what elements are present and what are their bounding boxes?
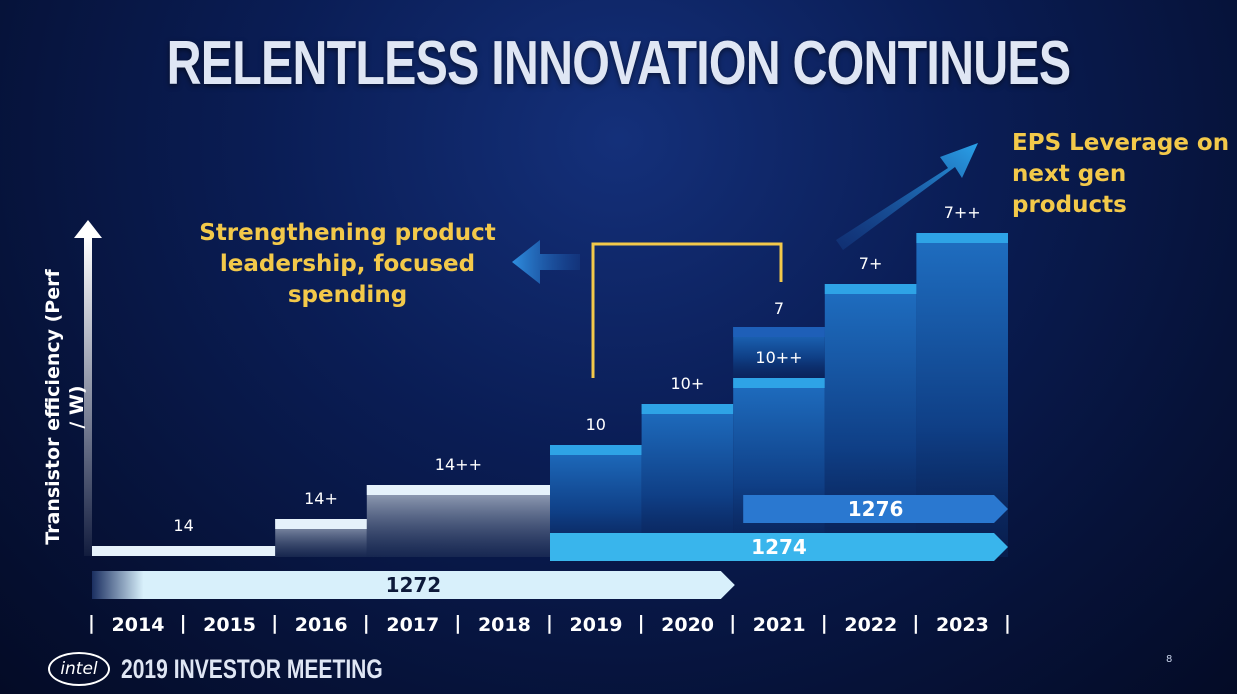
node-cap-10++ [733, 378, 825, 388]
node-label-14: 14 [173, 516, 194, 535]
intel-logo: intel [48, 652, 110, 686]
x-tick-separator: | [271, 612, 279, 634]
x-tick-separator: | [912, 612, 920, 634]
x-tick-label-2015: 2015 [203, 614, 257, 636]
node-label-7++: 7++ [943, 203, 981, 222]
x-tick-label-2016: 2016 [294, 614, 348, 636]
band-1276 [743, 495, 1008, 523]
page-number: 8 [1166, 654, 1173, 665]
callout-bracket [591, 242, 783, 378]
node-label-10: 10 [585, 415, 606, 434]
y-axis-line [84, 236, 92, 556]
page-title: RELENTLESS INNOVATION CONTINUES [166, 29, 1071, 98]
x-tick-separator: | [637, 612, 645, 634]
node-cap-10+ [641, 404, 734, 414]
x-tick-label-2020: 2020 [661, 614, 715, 636]
left-arrow-icon [512, 240, 580, 284]
node-label-14+: 14+ [304, 489, 338, 508]
node-label-7: 7 [773, 299, 785, 318]
x-tick-separator: | [1004, 612, 1011, 634]
x-tick-label-2018: 2018 [477, 614, 531, 636]
node-cap-14 [92, 546, 276, 556]
node-cap-7 [733, 327, 825, 337]
x-tick-separator: | [88, 612, 95, 634]
node-bar-14++ [366, 485, 550, 557]
x-tick-separator: | [179, 612, 187, 634]
node-label-10++: 10++ [755, 348, 803, 367]
node-label-7+: 7+ [858, 254, 883, 273]
band-1274 [550, 533, 1008, 561]
y-axis-label: Transistor efficiency (Perf / W) [42, 269, 88, 545]
y-axis-arrow-icon [74, 220, 102, 238]
node-cap-7++ [916, 233, 1008, 243]
footer-brand: intel 2019 INVESTOR MEETING [48, 652, 457, 686]
node-cap-7+ [824, 284, 917, 294]
node-cap-14+ [275, 519, 367, 529]
meeting-name: 2019 INVESTOR MEETING [121, 653, 383, 684]
callout-eps-leverage: EPS Leverage on next gen products [1012, 130, 1230, 218]
x-tick-label-2014: 2014 [111, 614, 165, 636]
x-tick-label-2023: 2023 [935, 614, 989, 636]
x-tick-separator: | [362, 612, 370, 634]
x-tick-label-2021: 2021 [752, 614, 806, 636]
up-right-arrow-icon [836, 143, 978, 250]
node-bar-10+ [641, 404, 734, 557]
x-tick-label-2019: 2019 [569, 614, 623, 636]
node-cap-14++ [366, 485, 550, 495]
x-tick-separator: | [729, 612, 737, 634]
x-tick-separator: | [454, 612, 462, 634]
band-label-1276: 1276 [847, 497, 904, 521]
x-tick-separator: | [820, 612, 828, 634]
x-tick-label-2022: 2022 [844, 614, 898, 636]
node-bar-10++ [733, 378, 825, 557]
x-tick-separator: | [546, 612, 553, 634]
band-1272 [92, 571, 735, 599]
node-label-10+: 10+ [670, 374, 705, 393]
band-label-1274: 1274 [751, 535, 807, 559]
node-cap-10 [550, 445, 642, 455]
node-label-14++: 14++ [434, 455, 482, 474]
x-tick-label-2017: 2017 [386, 614, 440, 636]
callout-product-leadership: Strengthening product leadership, focuse… [199, 220, 496, 308]
band-label-1272: 1272 [385, 573, 442, 597]
